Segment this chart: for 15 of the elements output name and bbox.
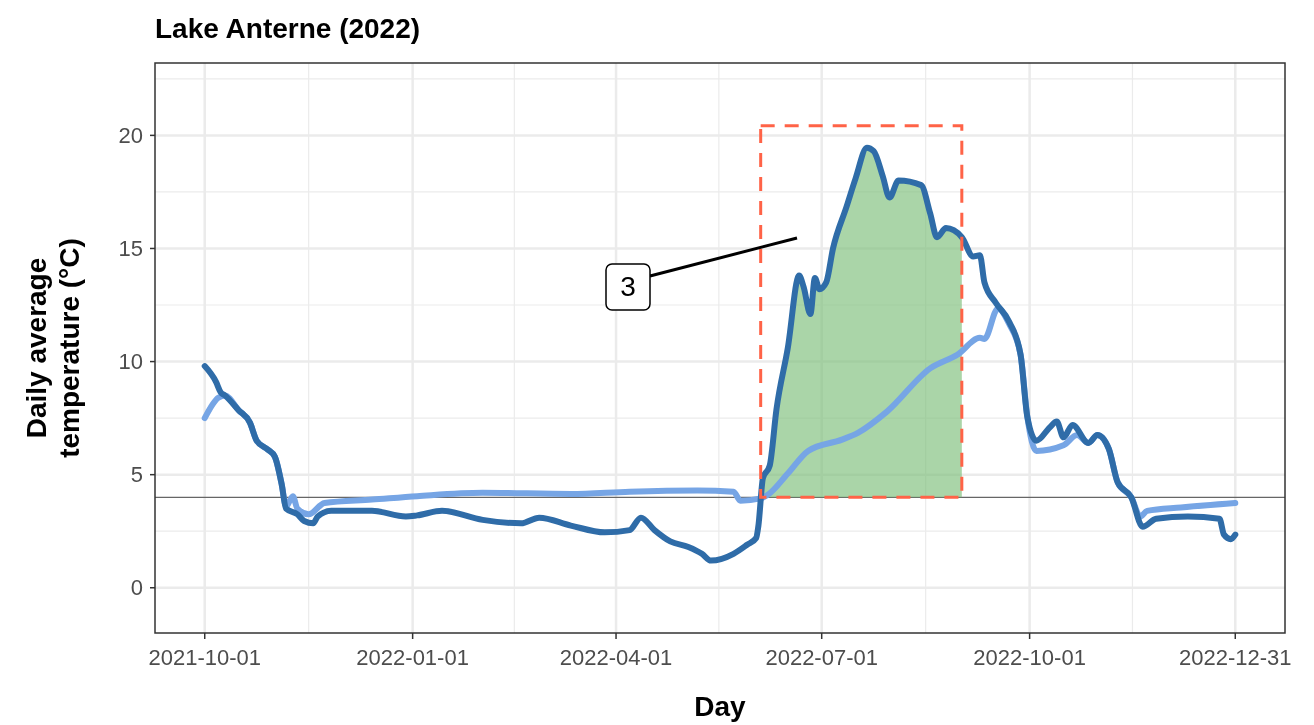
x-tick-label: 2022-10-01: [973, 645, 1086, 670]
y-tick-label: 10: [118, 349, 143, 375]
y-axis-title: Daily average temperature (°C): [21, 238, 85, 458]
chart-title: Lake Anterne (2022): [155, 13, 421, 44]
x-axis-title: Day: [694, 691, 747, 722]
y-tick-label: 20: [118, 123, 143, 149]
y-tick-label: 15: [118, 236, 143, 262]
y-tick-label: 5: [130, 462, 143, 488]
x-tick-label: 2021-10-01: [148, 645, 261, 670]
x-tick-label: 2022-01-01: [356, 645, 469, 670]
x-tick-label: 2022-12-31: [1179, 645, 1292, 670]
x-tick-label: 2022-07-01: [765, 645, 878, 670]
y-tick-label: 0: [130, 575, 143, 601]
x-tick-label: 2022-04-01: [559, 645, 673, 670]
annotation: 3: [620, 271, 636, 303]
